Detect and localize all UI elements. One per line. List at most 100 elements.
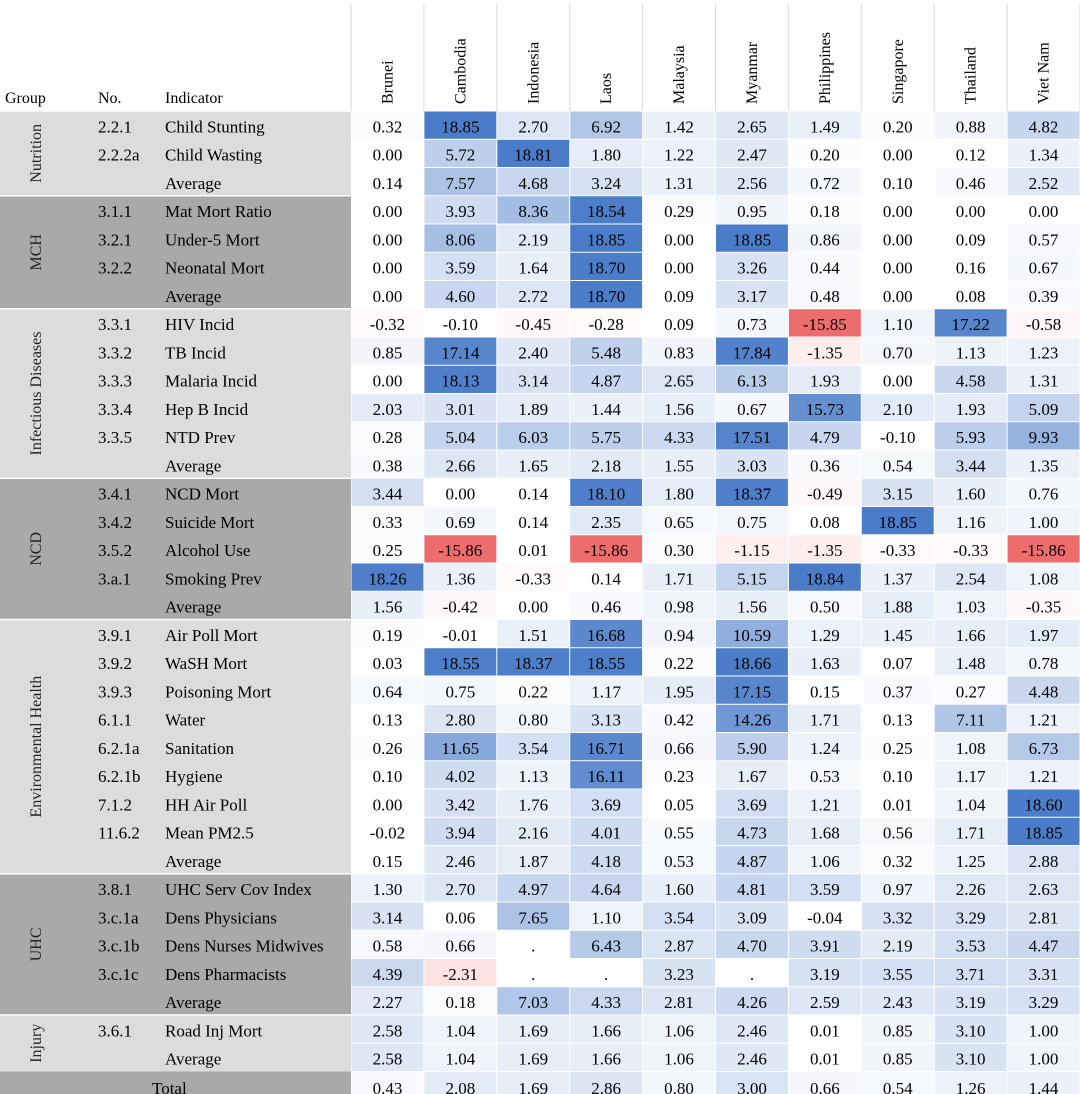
cell-value: 1.37 [883,569,913,588]
heat-cell [497,1072,570,1094]
heat-cell [570,281,643,309]
indicator-name: Child Wasting [165,146,263,165]
cell-value: 2.16 [518,824,548,843]
heat-cell [716,168,788,196]
cell-value: 1.56 [373,598,403,617]
heat-cell [351,563,424,591]
cell-value: 1.60 [956,485,986,504]
cell-value: 4.73 [737,824,767,843]
cell-value: 0.75 [445,682,475,701]
cell-value: 3.10 [956,1021,986,1040]
cell-value: 1.93 [956,400,986,419]
heat-cell [351,111,424,139]
cell-value: 1.00 [1029,1021,1059,1040]
cell-value: 0.08 [810,513,840,532]
cell-value: 2.65 [664,372,694,391]
heat-cell [934,139,1007,167]
heat-cell [861,309,934,337]
cell-value: 1.64 [518,259,548,278]
cell-value: -1.35 [807,541,842,560]
heat-cell [861,704,934,732]
cell-value: 1.49 [810,117,840,136]
indicator-name: HIV Incid [165,315,235,334]
cell-value: 0.00 [445,485,475,504]
cell-value: 7.03 [518,993,548,1012]
cell-value: 0.06 [445,908,475,927]
cell-value: 3.94 [445,824,475,843]
cell-value: . [531,965,535,984]
cell-value: 3.59 [445,259,475,278]
cell-value: 18.85 [587,230,625,249]
cell-value: 0.09 [956,230,986,249]
cell-value: 2.88 [1029,852,1059,871]
cell-value: 0.01 [810,1021,840,1040]
heat-cell [351,1072,424,1094]
heat-cell [424,563,497,591]
cell-value: 4.64 [591,880,621,899]
heat-cell [934,478,1007,506]
heat-cell [643,337,715,365]
heat-cell [570,902,643,930]
heat-cell [497,648,570,676]
cell-value: 17.15 [733,682,771,701]
cell-value: -15.85 [803,315,847,334]
heat-cell [716,365,788,393]
heat-cell [788,1072,861,1094]
cell-value: 0.00 [883,230,913,249]
group-average-label: Average [165,174,221,193]
indicator-name: Mean PM2.5 [165,824,254,843]
cell-value: 2.27 [373,993,403,1012]
heat-cell [643,704,715,732]
cell-value: 0.10 [883,767,913,786]
cell-value: 1.80 [664,485,694,504]
heat-cell [716,196,788,224]
cell-value: 0.00 [1029,202,1059,221]
cell-value: 4.26 [737,993,767,1012]
cell-value: 5.15 [737,569,767,588]
heat-cell [861,648,934,676]
heat-cell [570,196,643,224]
heat-cell [424,620,497,648]
heat-cell [788,704,861,732]
heat-cell [643,648,715,676]
heat-cell [351,676,424,704]
heat-cell [788,507,861,535]
heat-cell [788,930,861,958]
cell-value: 3.01 [445,400,475,419]
heat-cell [497,1015,570,1043]
cell-value: 1.80 [591,146,621,165]
cell-value: 10.59 [733,626,771,645]
cell-value: 18.85 [733,230,771,249]
heat-cell [570,450,643,478]
heat-cell [424,394,497,422]
cell-value: 0.09 [664,315,694,334]
heat-cell [1007,874,1080,902]
heat-cell [788,846,861,874]
heat-cell [424,450,497,478]
heat-cell [1007,139,1080,167]
heat-cell [1007,168,1080,196]
heat-cell [716,450,788,478]
indicator-name: Dens Pharmacists [165,965,286,984]
heat-cell [1007,704,1080,732]
heat-cell [861,224,934,252]
cell-value: 0.13 [373,711,403,730]
cell-value: 0.01 [810,1050,840,1069]
cell-value: 2.52 [1029,174,1059,193]
heat-cell [934,987,1007,1015]
cell-value: 1.08 [956,739,986,758]
cell-value: 3.19 [810,965,840,984]
cell-value: 1.93 [810,372,840,391]
heat-cell [570,959,643,987]
heat-cell [788,309,861,337]
heat-cell [934,224,1007,252]
cell-value: 1.56 [737,598,767,617]
group-average-label: Average [165,993,221,1012]
heat-cell [570,535,643,563]
cell-value: 0.05 [664,795,694,814]
heat-cell [1007,337,1080,365]
cell-value: 1.36 [445,569,475,588]
cell-value: 0.18 [445,993,475,1012]
cell-value: 0.18 [810,202,840,221]
cell-value: 0.32 [373,117,403,136]
